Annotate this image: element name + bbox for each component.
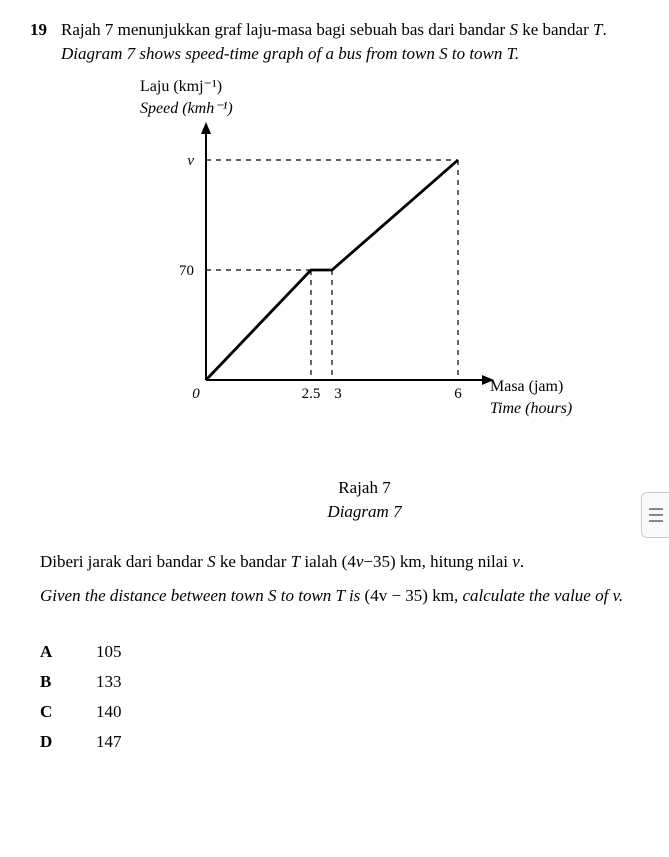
p1-end: . — [520, 552, 524, 571]
y-axis-label-2: Speed (kmh⁻¹) — [140, 98, 233, 118]
speed-time-chart: v 70 0 2.5 3 6 — [166, 120, 506, 420]
menu-bar — [649, 520, 663, 522]
p1-pre: Diberi jarak dari bandar — [40, 552, 207, 571]
p1-S: S — [207, 552, 216, 571]
option-C[interactable]: C 140 — [40, 702, 639, 722]
y-tick-v: v — [187, 153, 194, 169]
x-axis-label-1: Masa (jam) — [490, 378, 572, 396]
x-axis-label-2: Time (hours) — [490, 400, 572, 418]
option-letter: D — [40, 732, 96, 752]
option-value: 105 — [96, 642, 122, 662]
question-number: 19 — [30, 20, 47, 64]
question-line2: Diagram 7 shows speed-time graph of a bu… — [61, 44, 639, 64]
x-origin: 0 — [192, 386, 200, 402]
x-tick-6: 6 — [454, 386, 462, 402]
caption-2: Diagram 7 — [90, 502, 639, 522]
q1-mid: ke bandar — [518, 20, 593, 39]
p1-T: T — [291, 552, 300, 571]
x-tick-25: 2.5 — [302, 386, 321, 402]
option-value: 133 — [96, 672, 122, 692]
option-B[interactable]: B 133 — [40, 672, 639, 692]
options-list: A 105 B 133 C 140 D 147 — [40, 642, 639, 752]
p2-pre: Given the distance between town S to tow… — [40, 586, 365, 605]
side-tab-icon[interactable] — [641, 492, 669, 538]
prompt-line1: Diberi jarak dari bandar S ke bandar T i… — [40, 552, 639, 572]
p2-mid: km — [428, 586, 454, 605]
q1-S: S — [509, 20, 518, 39]
question-text: Rajah 7 menunjukkan graf laju-masa bagi … — [61, 20, 639, 64]
option-value: 147 — [96, 732, 122, 752]
question-line1: Rajah 7 menunjukkan graf laju-masa bagi … — [61, 20, 639, 40]
y-tick-70: 70 — [179, 263, 194, 279]
graph-container: Laju (kmj⁻¹) Speed (kmh⁻¹) v 70 0 2.5 3 … — [140, 76, 600, 466]
option-A[interactable]: A 105 — [40, 642, 639, 662]
q1-T: T — [593, 20, 602, 39]
option-letter: B — [40, 672, 96, 692]
option-letter: C — [40, 702, 96, 722]
p1-v2: v — [512, 552, 520, 571]
prompt-line2: Given the distance between town S to tow… — [40, 586, 639, 606]
p2-expr: (4v − 35) — [365, 586, 428, 605]
caption-1: Rajah 7 — [90, 478, 639, 498]
y-axis-label-1: Laju (kmj⁻¹) — [140, 76, 222, 96]
p1-mid3: −35) km, hitung nilai — [363, 552, 512, 571]
graph-caption: Rajah 7 Diagram 7 — [90, 478, 639, 522]
p2-calc: , calculate the value of v. — [454, 586, 623, 605]
option-value: 140 — [96, 702, 122, 722]
q1-end: . — [603, 20, 607, 39]
menu-bar — [649, 508, 663, 510]
prompt-block: Diberi jarak dari bandar S ke bandar T i… — [40, 552, 639, 606]
p1-mid1: ke bandar — [216, 552, 291, 571]
option-D[interactable]: D 147 — [40, 732, 639, 752]
x-tick-3: 3 — [334, 386, 342, 402]
q1-pre: Rajah 7 menunjukkan graf laju-masa bagi … — [61, 20, 509, 39]
option-letter: A — [40, 642, 96, 662]
menu-bar — [649, 514, 663, 516]
p1-mid2: ialah (4 — [300, 552, 356, 571]
